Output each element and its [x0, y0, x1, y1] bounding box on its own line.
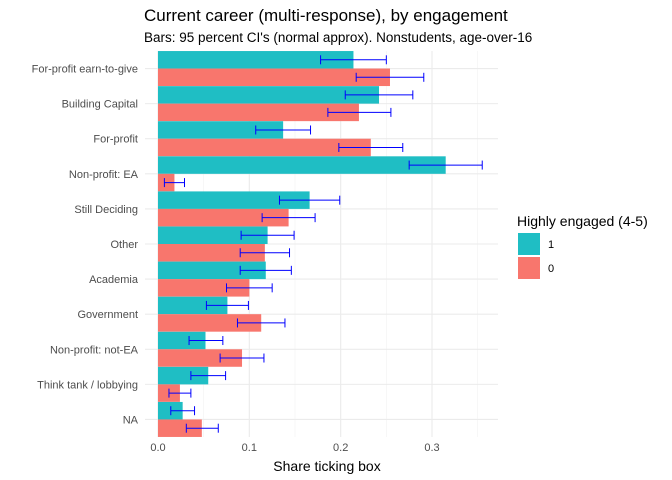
chart-title: Current career (multi-response), by enga… — [144, 6, 508, 25]
bar-series-0-10 — [158, 419, 202, 437]
error-bar-series-1-3 — [408, 160, 483, 170]
error-bar-series-0-5 — [239, 248, 291, 258]
error-bar-series-1-2 — [255, 125, 312, 135]
error-bars — [163, 55, 483, 433]
error-bar-series-1-1 — [344, 90, 414, 100]
error-bar-series-1-4 — [278, 195, 341, 205]
error-bar-series-1-5 — [240, 230, 295, 240]
bar-series-1-7 — [158, 296, 228, 315]
bar-series-1-2 — [158, 121, 284, 139]
category-label: Academia — [89, 274, 139, 286]
bar-series-1-5 — [158, 226, 268, 244]
category-label: Think tank / lobbying — [37, 379, 138, 391]
legend-swatch — [518, 233, 540, 255]
legend-items: 10 — [518, 233, 554, 279]
legend-swatch — [518, 257, 540, 279]
bar-series-0-1 — [158, 103, 359, 122]
error-bar-series-1-8 — [188, 336, 224, 346]
error-bar-series-1-9 — [190, 371, 227, 381]
bar-series-1-6 — [158, 261, 266, 280]
category-label: Building Capital — [62, 99, 138, 111]
error-bar-series-0-6 — [226, 283, 273, 293]
category-label: Still Deciding — [74, 204, 138, 216]
x-tick-label: 0.0 — [150, 442, 165, 454]
category-label: Non-profit: EA — [69, 169, 139, 181]
error-bar-series-0-3 — [163, 178, 185, 188]
bar-series-0-5 — [158, 244, 265, 262]
legend-title: Highly engaged (4-5) — [517, 213, 648, 229]
bar-series-1-4 — [158, 191, 310, 209]
bar-series-0-7 — [158, 314, 262, 332]
category-label: Other — [110, 239, 138, 251]
error-bar-series-1-6 — [239, 265, 292, 275]
bar-series-1-9 — [158, 366, 209, 385]
error-bar-series-0-8 — [219, 353, 265, 363]
bar-series-1-0 — [158, 51, 354, 69]
bar-series-0-0 — [158, 68, 390, 87]
category-label: For-profit — [93, 134, 138, 146]
legend-label: 0 — [548, 263, 554, 275]
x-tick-label: 0.2 — [333, 442, 348, 454]
legend-label: 1 — [548, 239, 554, 251]
chart-subtitle: Bars: 95 percent CI's (normal approx). N… — [144, 30, 532, 45]
error-bar-series-0-2 — [338, 142, 404, 152]
bar-series-0-2 — [158, 138, 371, 157]
category-label: Non-profit: not-EA — [50, 344, 139, 356]
category-labels: For-profit earn-to-give Building Capital F… — [32, 64, 139, 427]
bar-series-0-8 — [158, 349, 243, 367]
error-bar-series-0-0 — [355, 72, 425, 82]
category-label: NA — [123, 414, 139, 426]
legend-item-0: 0 — [518, 257, 554, 279]
bar-series-1-8 — [158, 331, 206, 350]
error-bar-series-0-9 — [168, 388, 192, 398]
legend-item-1: 1 — [518, 233, 554, 255]
error-bar-series-0-10 — [185, 423, 219, 433]
x-tick-label: 0.3 — [424, 442, 439, 454]
legend: Highly engaged (4-5) 10 — [517, 213, 648, 279]
bar-series-0-4 — [158, 208, 289, 227]
x-axis-title: Share ticking box — [273, 458, 380, 474]
x-tick-label: 0.1 — [242, 442, 257, 454]
bar-series-1-3 — [158, 156, 446, 174]
bar-series-1-1 — [158, 86, 380, 104]
error-bar-series-1-10 — [170, 406, 196, 416]
category-label: Government — [77, 309, 138, 321]
error-bar-series-1-7 — [205, 300, 249, 310]
error-bar-series-1-0 — [320, 55, 387, 65]
bars — [158, 51, 446, 437]
category-label: For-profit earn-to-give — [32, 64, 138, 76]
x-tick-labels: 0.0 0.1 0.2 0.3 — [150, 442, 439, 454]
error-bar-series-0-4 — [261, 213, 316, 223]
error-bar-series-0-1 — [327, 107, 392, 117]
error-bar-series-0-7 — [236, 318, 286, 328]
